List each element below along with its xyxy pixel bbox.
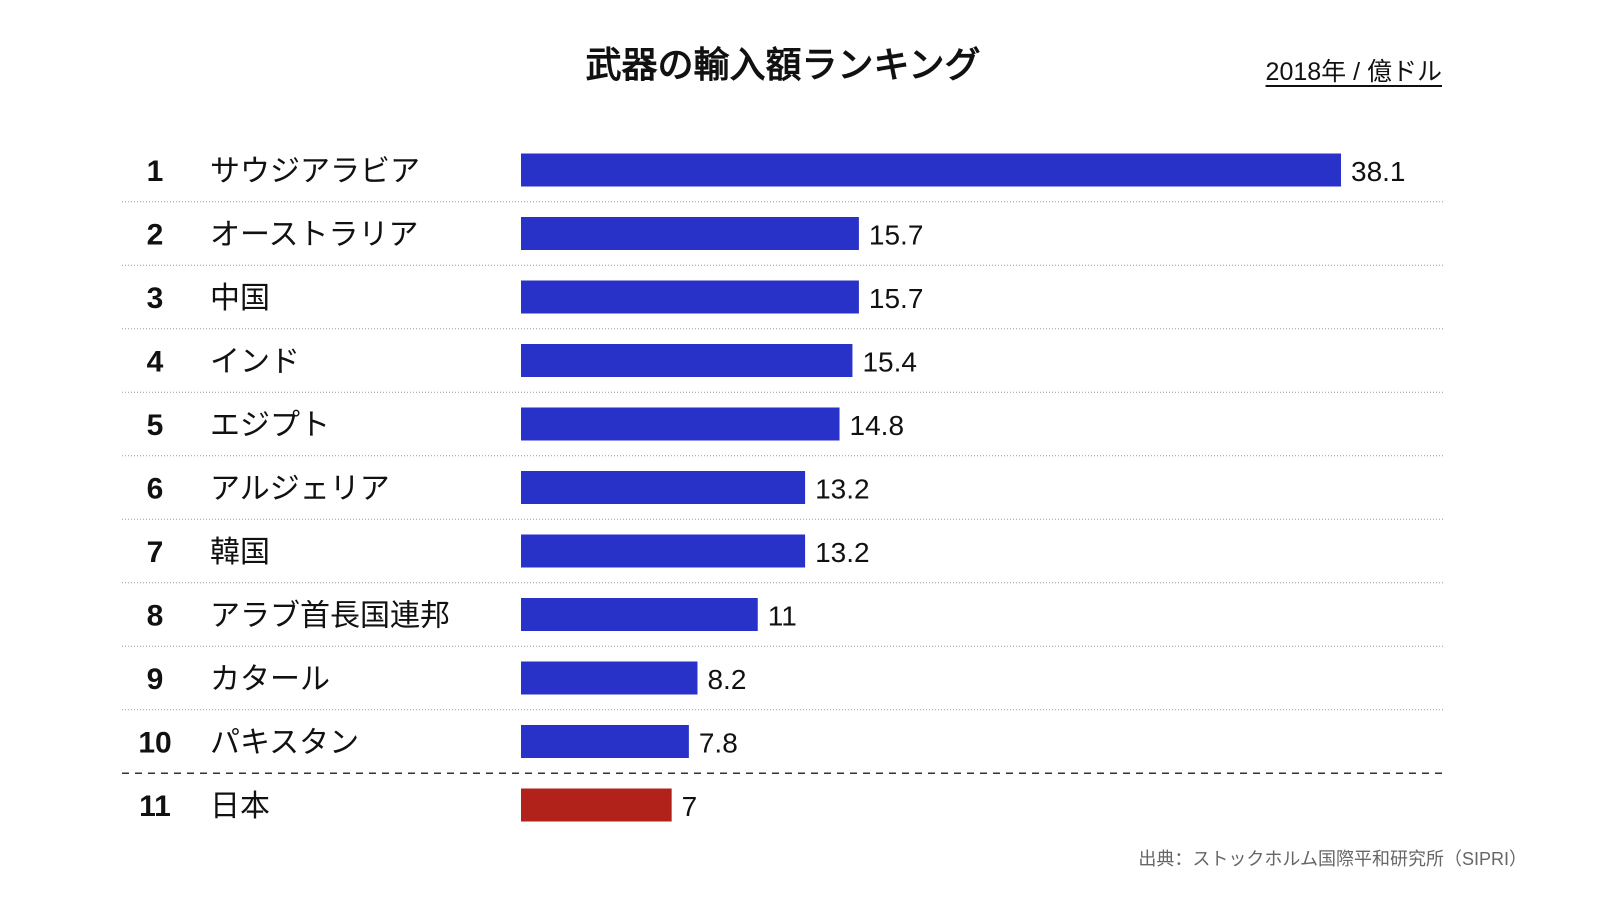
value-label: 8.2 [707,664,746,695]
category-label: インド [210,346,300,379]
value-label: 15.4 [862,347,917,378]
rank-label: 1 [147,155,164,188]
bar [521,661,698,695]
bar [521,217,859,250]
rank-label: 5 [147,409,164,442]
rank-label: 7 [147,536,164,569]
rank-label: 6 [147,473,164,506]
unit-label: 2018年 / 億ドル [1265,58,1442,86]
category-label: 韓国 [210,536,270,569]
rank-label: 8 [147,600,164,633]
value-label: 11 [768,601,797,632]
value-label: 7 [682,791,698,822]
bar [521,407,840,441]
category-label: オーストラリア [210,219,419,252]
rank-label: 10 [138,727,171,760]
category-label: カタール [210,663,330,696]
bar [521,725,689,758]
rank-label: 4 [147,346,164,379]
category-label: アラブ首長国連邦 [210,600,450,633]
bar [521,153,1341,187]
bar [521,788,672,822]
category-label: アルジェリア [210,473,390,506]
value-label: 14.8 [850,410,905,441]
category-label: サウジアラビア [210,155,420,188]
category-label: 日本 [210,790,270,823]
category-label: エジプト [210,409,330,442]
value-label: 38.1 [1351,156,1406,187]
rank-label: 11 [139,790,171,823]
value-label: 13.2 [815,537,870,568]
value-label: 7.8 [699,728,738,759]
value-label: 15.7 [869,220,924,251]
bar [521,534,806,568]
value-label: 15.7 [869,283,924,314]
bar [521,344,853,377]
bar [521,471,806,504]
rank-label: 2 [147,219,164,252]
rank-label: 3 [147,282,164,315]
category-label: 中国 [210,282,270,315]
rank-label: 9 [147,663,164,696]
bar [521,280,859,314]
bar [521,598,758,631]
value-label: 13.2 [815,474,870,505]
chart-title: 武器の輸入額ランキング [585,44,981,85]
category-label: パキスタン [210,727,359,760]
source-note: 出典：ストックホルム国際平和研究所（SIPRI） [1138,849,1527,869]
